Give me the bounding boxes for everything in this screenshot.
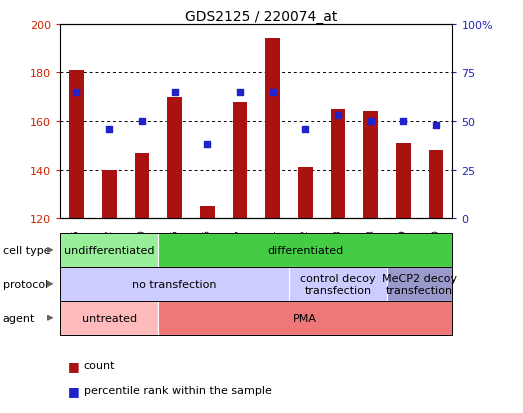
Bar bbox=[233, 102, 247, 219]
Bar bbox=[363, 112, 378, 219]
Bar bbox=[69, 71, 84, 219]
Text: control decoy
transfection: control decoy transfection bbox=[300, 273, 376, 295]
Point bbox=[301, 126, 310, 133]
Text: PMA: PMA bbox=[293, 313, 317, 323]
Text: protocol: protocol bbox=[3, 279, 48, 289]
Point bbox=[203, 142, 211, 148]
Text: agent: agent bbox=[3, 313, 35, 323]
Text: cell type: cell type bbox=[3, 245, 50, 255]
Point bbox=[105, 126, 113, 133]
Bar bbox=[167, 97, 182, 219]
Bar bbox=[298, 168, 313, 219]
Text: MeCP2 decoy
transfection: MeCP2 decoy transfection bbox=[382, 273, 457, 295]
Point bbox=[72, 89, 81, 96]
Point bbox=[399, 119, 407, 125]
Point bbox=[334, 113, 342, 119]
Point bbox=[367, 119, 375, 125]
Point bbox=[268, 89, 277, 96]
Point bbox=[138, 119, 146, 125]
Bar bbox=[265, 39, 280, 219]
Point bbox=[236, 89, 244, 96]
Text: differentiated: differentiated bbox=[267, 245, 344, 255]
Text: untreated: untreated bbox=[82, 313, 137, 323]
Text: no transfection: no transfection bbox=[132, 279, 217, 289]
Point bbox=[170, 89, 179, 96]
Text: ■: ■ bbox=[68, 384, 79, 397]
Text: undifferentiated: undifferentiated bbox=[64, 245, 154, 255]
Text: count: count bbox=[84, 361, 115, 370]
Point bbox=[432, 122, 440, 129]
Bar bbox=[134, 153, 149, 219]
Text: GDS2125 / 220074_at: GDS2125 / 220074_at bbox=[185, 10, 338, 24]
Bar bbox=[429, 151, 444, 219]
Bar bbox=[200, 207, 214, 219]
Bar bbox=[102, 170, 117, 219]
Bar bbox=[396, 144, 411, 219]
Text: percentile rank within the sample: percentile rank within the sample bbox=[84, 385, 271, 395]
Bar bbox=[331, 110, 345, 219]
Text: ■: ■ bbox=[68, 359, 79, 372]
